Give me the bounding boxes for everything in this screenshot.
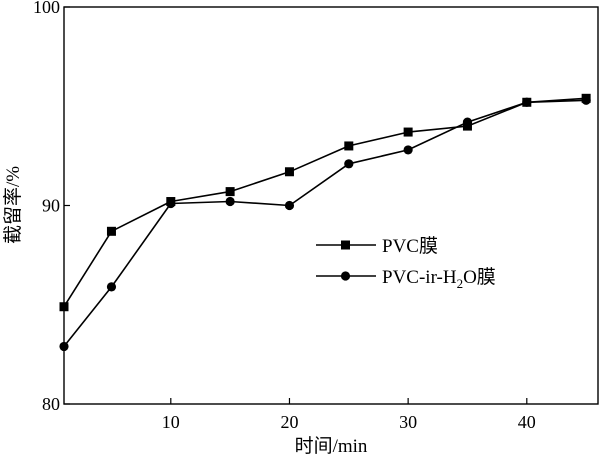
legend: PVC膜 PVC-ir-H2O膜 [316, 235, 496, 291]
legend-marker-pvc-ir-h2o [340, 271, 351, 281]
plot-frame [63, 6, 599, 405]
series-line-1 [63, 99, 587, 347]
data-point-square [344, 141, 354, 151]
y-axis-title: 截留率/% [2, 166, 24, 244]
data-point-circle [581, 95, 591, 105]
data-point-square [106, 226, 116, 236]
legend-label-pvc-ir-h2o: PVC-ir-H2O膜 [382, 266, 496, 291]
data-point-circle [462, 117, 473, 127]
data-point-circle [225, 196, 235, 207]
data-point-square [225, 187, 235, 197]
x-tick-label: 40 [518, 412, 536, 432]
series-line-0 [63, 97, 587, 308]
data-point-circle [106, 282, 117, 292]
x-tick-label: 10 [162, 412, 180, 432]
data-point-circle [166, 198, 176, 209]
data-point-circle [59, 341, 69, 352]
data-point-circle [522, 97, 532, 107]
x-tick-label: 20 [280, 412, 298, 432]
tick-labels: 10 20 30 40 80 90 100 [33, 0, 536, 432]
data-point-square [59, 302, 69, 312]
y-tick-label: 90 [42, 196, 60, 216]
data-point-circle [284, 200, 295, 211]
legend-marker-pvc [341, 240, 350, 250]
data-point-circle [403, 145, 413, 155]
data-point-square [403, 127, 413, 137]
x-tick-label: 30 [399, 412, 417, 432]
axis-ticks [64, 6, 528, 405]
legend-label-pvc: PVC膜 [382, 235, 438, 257]
y-tick-label: 80 [42, 394, 60, 414]
x-axis-title: 时间/min [295, 435, 368, 457]
data-point-circle [344, 159, 354, 169]
series-layer [59, 93, 591, 352]
y-tick-label: 100 [33, 0, 60, 17]
data-point-square [284, 167, 294, 177]
